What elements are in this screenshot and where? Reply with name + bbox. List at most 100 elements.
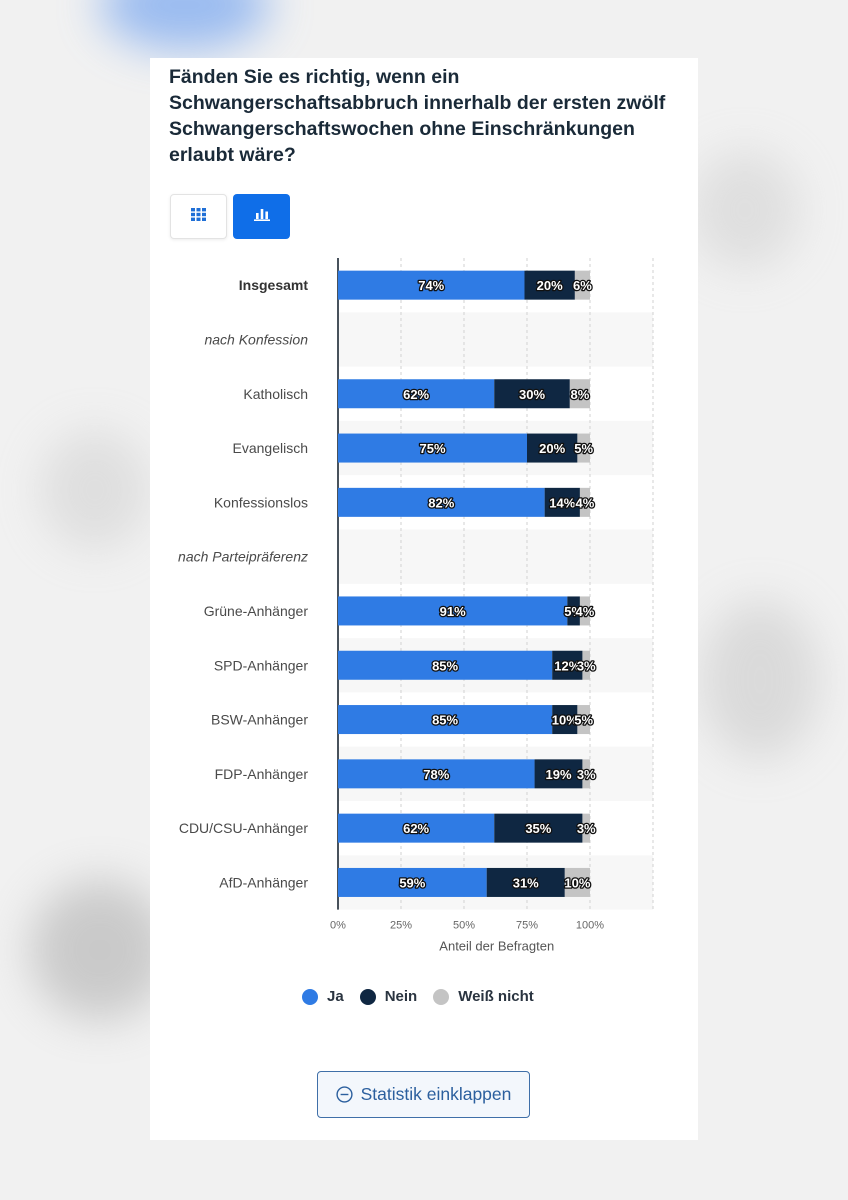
category-label: Insgesamt — [239, 277, 309, 293]
data-label: 5% — [574, 441, 593, 456]
x-tick-label: 75% — [516, 920, 538, 932]
bar-weiss-nicht — [577, 705, 590, 735]
category-label: Grüne-Anhänger — [204, 603, 309, 619]
bar-weiss-nicht — [569, 379, 590, 409]
data-label: 4% — [576, 495, 595, 510]
stacked-bar-chart: Insgesamt 74% 20% 6% nach Konfession Katholis… — [178, 258, 654, 954]
bar-ja — [338, 759, 535, 789]
bar-ja — [338, 705, 553, 735]
data-label: 74% — [418, 278, 444, 293]
x-axis-label: Anteil der Befragten — [439, 939, 554, 954]
bar-ja — [338, 650, 553, 680]
legend-marker-ja — [302, 988, 318, 1005]
minus-circle-icon — [335, 1086, 353, 1103]
bar-weiss-nicht — [582, 813, 590, 843]
data-label: 4% — [576, 604, 595, 619]
bar-ja — [338, 379, 495, 409]
collapse-statistic-button[interactable]: Statistik einklappen — [317, 1071, 530, 1118]
data-label: 75% — [419, 441, 445, 456]
data-label: 31% — [513, 875, 539, 890]
data-label: 5% — [564, 604, 583, 619]
data-label: 20% — [539, 441, 565, 456]
bar-nein — [534, 759, 583, 789]
bar-nein — [527, 433, 578, 463]
bar-weiss-nicht — [577, 433, 590, 463]
legend-item-ja[interactable]: Ja — [302, 988, 344, 1005]
bar-ja — [338, 270, 525, 300]
chart-view-button[interactable] — [233, 194, 290, 239]
category-label: nach Parteipräferenz — [178, 549, 308, 565]
background-blur — [40, 430, 150, 550]
category-label: BSW-Anhänger — [211, 712, 308, 728]
bar-ja — [338, 433, 527, 463]
bar-ja — [338, 813, 495, 843]
category-label: Katholisch — [243, 386, 308, 402]
bar-chart-icon — [253, 207, 270, 226]
background-blur — [700, 600, 820, 760]
data-label: 35% — [525, 821, 551, 836]
legend-marker-nein — [359, 988, 376, 1005]
data-label: 19% — [545, 767, 571, 782]
bar-nein — [552, 650, 583, 680]
legend-label-weiss-nicht: Weiß nicht — [458, 988, 534, 1005]
data-label: 8% — [571, 387, 590, 402]
row-background — [338, 529, 653, 584]
data-label: 3% — [577, 767, 596, 782]
table-view-button[interactable] — [170, 194, 227, 239]
legend-item-weiss-nicht[interactable]: Weiß nicht — [433, 988, 534, 1005]
bar-weiss-nicht — [579, 487, 590, 517]
bar-weiss-nicht — [582, 650, 590, 680]
bar-ja — [338, 867, 487, 897]
bar-nein — [524, 270, 575, 300]
data-label: 3% — [577, 658, 596, 673]
legend-marker-weiss-nicht — [433, 988, 450, 1005]
category-label: FDP-Anhänger — [215, 766, 309, 782]
bar-nein — [567, 596, 580, 626]
row-background — [338, 312, 653, 367]
chart-title: Fänden Sie es richtig, wenn ein Schwange… — [169, 66, 666, 166]
data-label: 30% — [519, 387, 545, 402]
bar-weiss-nicht — [574, 270, 590, 300]
bar-nein — [486, 867, 565, 897]
x-tick-label: 25% — [390, 920, 412, 932]
bar-nein — [494, 379, 570, 409]
bar-weiss-nicht — [564, 867, 590, 897]
bar-weiss-nicht — [579, 596, 590, 626]
category-label: CDU/CSU-Anhänger — [179, 820, 308, 836]
background-blur — [690, 150, 800, 270]
category-label: Evangelisch — [233, 440, 309, 456]
data-label: 10% — [564, 875, 590, 890]
chart-legend: Ja Nein Weiß nicht — [302, 988, 550, 1005]
legend-label-nein: Nein — [384, 988, 418, 1005]
data-label: 5% — [574, 713, 593, 728]
legend-item-nein[interactable]: Nein — [359, 988, 418, 1005]
x-tick-label: 0% — [330, 920, 346, 932]
category-label: nach Konfession — [204, 331, 308, 347]
bar-nein — [544, 487, 580, 517]
statistic-card: Fänden Sie es richtig, wenn ein Schwange… — [150, 58, 698, 1140]
data-label: 85% — [432, 713, 458, 728]
data-label: 59% — [399, 875, 425, 890]
x-tick-label: 100% — [576, 920, 604, 932]
data-label: 62% — [403, 387, 429, 402]
x-tick-label: 50% — [453, 920, 475, 932]
background-blur — [30, 880, 170, 1020]
data-label: 20% — [537, 278, 563, 293]
data-label: 12% — [554, 658, 580, 673]
grid-icon — [191, 207, 206, 226]
bar-weiss-nicht — [582, 759, 590, 789]
data-label: 78% — [423, 767, 449, 782]
data-label: 91% — [440, 604, 466, 619]
bar-ja — [338, 596, 568, 626]
legend-label-ja: Ja — [327, 988, 344, 1005]
data-label: 10% — [552, 713, 578, 728]
data-label: 82% — [428, 495, 454, 510]
category-label: SPD-Anhänger — [214, 657, 309, 673]
bar-nein — [494, 813, 583, 843]
category-label: Konfessionslos — [214, 494, 308, 510]
data-label: 85% — [432, 658, 458, 673]
background-blur — [100, 0, 270, 50]
data-label: 3% — [577, 821, 596, 836]
data-label: 62% — [403, 821, 429, 836]
data-label: 14% — [549, 495, 575, 510]
